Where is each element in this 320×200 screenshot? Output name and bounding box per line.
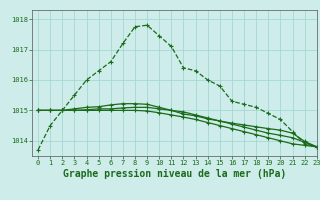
X-axis label: Graphe pression niveau de la mer (hPa): Graphe pression niveau de la mer (hPa) [63,169,286,179]
